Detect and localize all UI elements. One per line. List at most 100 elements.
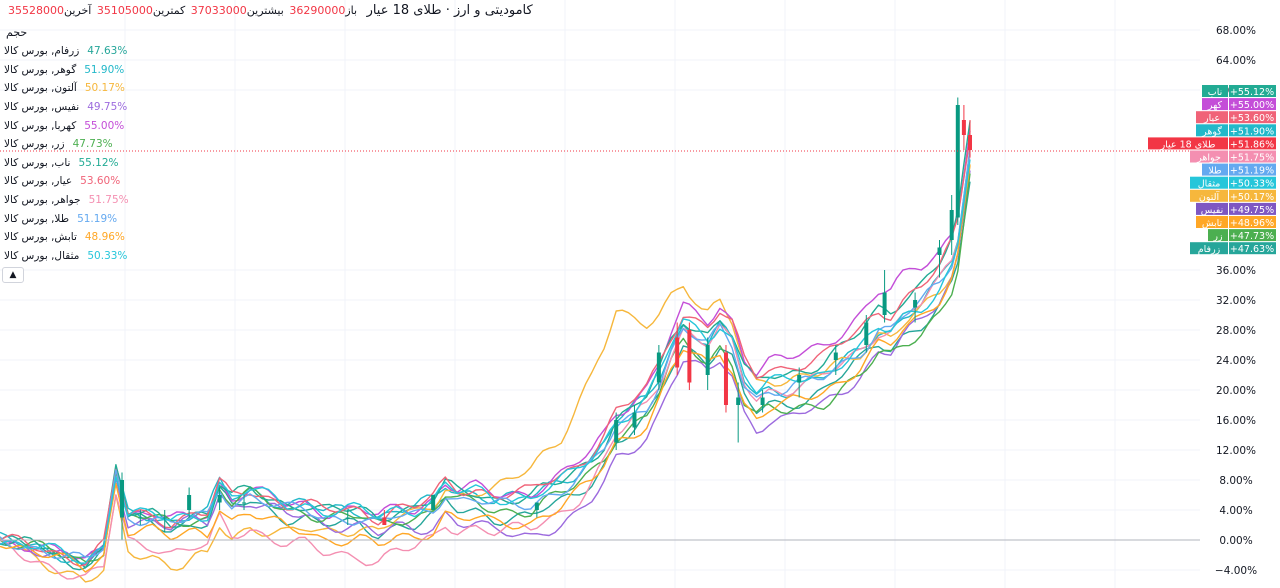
badge-label: زرفام [1198, 244, 1221, 255]
legend-item[interactable]: ناب, بورس کالا 55.12% [4, 154, 129, 173]
badge-value-bg [1229, 229, 1276, 242]
legend-series-name: تابش, بورس کالا [4, 231, 77, 244]
badge-value-bg [1229, 150, 1276, 163]
legend-series-name: آلتون, بورس کالا [4, 82, 77, 95]
badge-value-bg [1229, 242, 1276, 255]
symbol-title[interactable]: کامودیتی و ارز · طلای 18 عیار [366, 3, 533, 18]
candle-body [961, 120, 966, 135]
y-tick-label: 8.00% [1219, 475, 1252, 487]
legend-item[interactable]: زر, بورس کالا 47.73% [4, 135, 129, 154]
candle-body [864, 322, 869, 345]
badge-label-bg [1202, 98, 1228, 111]
chevron-up-icon[interactable]: ▲ [2, 267, 24, 283]
legend-item[interactable]: طلا, بورس کالا 51.19% [4, 209, 129, 228]
legend-item[interactable]: مثقال, بورس کالا 50.33% [4, 247, 129, 266]
legend-item[interactable]: گوهر, بورس کالا 51.90% [4, 61, 129, 80]
candle-body [217, 495, 222, 503]
legend-item[interactable]: آلتون, بورس کالا 50.17% [4, 79, 129, 98]
badge-value: +51.19% [1230, 166, 1274, 177]
series-line [0, 149, 971, 560]
series-line [0, 164, 971, 583]
legend-series-value: 55.12% [78, 156, 119, 169]
series-line [0, 165, 971, 573]
candle-body [913, 300, 918, 308]
badge-value: +51.86% [1230, 139, 1274, 150]
legend-series-name: نفیس, بورس کالا [4, 101, 80, 114]
legend-series-name: کهربا, بورس کالا [4, 119, 77, 132]
badge-value-bg [1229, 189, 1276, 202]
badge-label-bg [1190, 176, 1228, 189]
candle-body [723, 352, 728, 405]
badge-value: +47.73% [1230, 231, 1274, 242]
legend-item[interactable]: کهربا, بورس کالا 55.00% [4, 116, 129, 135]
y-tick-label: 20.00% [1216, 385, 1256, 397]
series-line [0, 173, 971, 563]
badge-value-bg [1229, 85, 1276, 97]
badge-label-bg [1196, 124, 1228, 137]
legend-item[interactable]: جواهر, بورس کالا 51.75% [4, 191, 129, 210]
badge-label-bg [1196, 216, 1228, 228]
candle-body [614, 420, 619, 443]
high-label: بیشترین [246, 4, 284, 17]
open-value: 36290000 [289, 4, 346, 17]
legend-series-value: 47.73% [72, 138, 113, 151]
legend-item[interactable]: زرفام, بورس کالا 47.63% [4, 42, 129, 61]
badge-value: +50.17% [1230, 192, 1274, 203]
legend-series-value: 48.96% [84, 231, 125, 244]
badge-value-bg [1229, 137, 1276, 150]
badge-value: +55.00% [1230, 100, 1274, 111]
badge-value: +50.33% [1230, 179, 1274, 190]
y-tick-label: 36.00% [1216, 265, 1256, 277]
legend-series-value: 47.63% [87, 45, 128, 58]
badge-label-bg [1190, 150, 1228, 163]
high-value: 37033000 [190, 4, 247, 17]
candle-body [955, 105, 960, 218]
legend-series-name: گوهر, بورس کالا [4, 63, 77, 76]
badge-label-bg [1190, 242, 1228, 255]
badge-label-bg [1190, 189, 1228, 202]
series-line [0, 159, 971, 564]
badge-value: +48.96% [1230, 218, 1274, 229]
candle-body [968, 135, 972, 150]
badge-label: طلای 18 عیار [1160, 139, 1216, 150]
close-value: 35528000 [8, 4, 64, 17]
badge-value-bg [1229, 176, 1276, 189]
volume-label[interactable]: حجم [6, 26, 28, 39]
badge-value-bg [1229, 202, 1276, 215]
legend-series-name: مثقال, بورس کالا [4, 249, 80, 262]
candle-body [882, 292, 887, 315]
candle-body [760, 397, 765, 405]
legend-series-value: 55.00% [84, 119, 125, 132]
candle-body [187, 495, 192, 510]
y-tick-label: 4.00% [1219, 505, 1252, 517]
low-label: کمترین [152, 4, 186, 17]
badge-value: +49.75% [1230, 205, 1274, 216]
badge-value: +53.60% [1230, 113, 1274, 124]
badge-label: ناب [1208, 87, 1222, 98]
legend-series-name: طلا, بورس کالا [4, 212, 70, 225]
y-tick-label: 68.00% [1216, 25, 1256, 37]
badge-label: نفیس [1201, 205, 1223, 216]
badge-value-bg [1229, 216, 1276, 228]
badge-value: +51.90% [1230, 126, 1274, 137]
candle-body [242, 502, 247, 504]
legend-series-name: جواهر, بورس کالا [4, 194, 81, 207]
candle-body [705, 345, 710, 375]
candle-body [797, 375, 802, 383]
badge-label: جواهر [1196, 153, 1221, 164]
badge-label: زر [1212, 231, 1223, 242]
legend-series-name: زرفام, بورس کالا [4, 45, 80, 58]
candle-body [534, 502, 539, 510]
badge-label-bg [1202, 163, 1228, 176]
badge-label: گوهر [1201, 125, 1222, 137]
candle-body [687, 330, 692, 383]
legend-item[interactable]: تابش, بورس کالا 48.96% [4, 228, 129, 247]
badge-value-bg [1229, 124, 1276, 137]
chart-header: کامودیتی و ارز · طلای 18 عیار باز3629000… [6, 3, 533, 18]
candle-body [382, 517, 387, 525]
legend-item[interactable]: نفیس, بورس کالا 49.75% [4, 98, 129, 117]
legend-series-value: 50.17% [84, 82, 125, 95]
close-label: آخرین [64, 4, 92, 17]
legend-item[interactable]: عیار, بورس کالا 53.60% [4, 172, 129, 191]
y-tick-label: 64.00% [1216, 55, 1256, 67]
